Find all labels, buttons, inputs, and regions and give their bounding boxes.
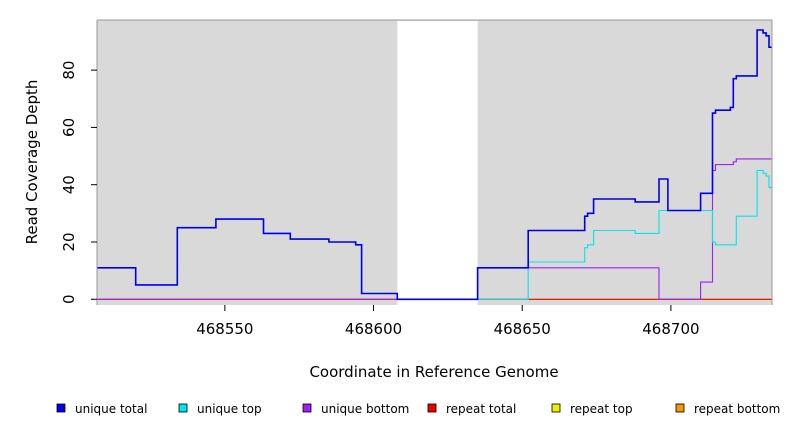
x-axis: 468550 468600 468650 468700 [196, 305, 700, 338]
x-tick-label: 468550 [196, 320, 253, 338]
y-tick-label: 20 [60, 232, 78, 251]
legend-swatch [675, 403, 685, 413]
legend-item-unique-total: unique total [56, 402, 147, 416]
y-tick-label: 60 [60, 118, 78, 137]
y-tick-label: 40 [60, 175, 78, 194]
legend-swatch [551, 403, 561, 413]
y-tick-label: 80 [60, 61, 78, 80]
legend-item-unique-top: unique top [178, 402, 262, 416]
series-layer [97, 29, 772, 301]
legend-swatch [56, 403, 66, 413]
x-axis-title: Coordinate in Reference Genome [309, 363, 558, 381]
y-axis: 0 20 40 60 80 [60, 61, 97, 304]
x-tick-label: 468700 [642, 320, 699, 338]
legend-label: unique top [197, 402, 262, 416]
legend: unique total unique top unique bottom repea… [56, 402, 780, 416]
legend-label: repeat top [570, 402, 633, 416]
legend-swatch [427, 403, 437, 413]
unshaded-region [397, 21, 478, 305]
y-axis-title: Read Coverage Depth [23, 80, 41, 245]
legend-label: repeat bottom [694, 402, 780, 416]
legend-item-repeat-top: repeat top [551, 402, 633, 416]
legend-label: repeat total [446, 402, 516, 416]
x-tick-label: 468600 [345, 320, 402, 338]
series-line-unique-total [97, 29, 772, 301]
x-tick-label: 468650 [494, 320, 551, 338]
plot-frame [96, 19, 773, 305]
legend-label: unique bottom [321, 402, 409, 416]
legend-label: unique total [75, 402, 147, 416]
plot-background [97, 20, 772, 305]
legend-swatch [178, 403, 188, 413]
y-tick-label: 0 [60, 294, 78, 304]
legend-swatch [302, 403, 312, 413]
legend-item-repeat-bottom: repeat bottom [675, 402, 780, 416]
legend-item-unique-bottom: unique bottom [302, 402, 409, 416]
legend-item-repeat-total: repeat total [427, 402, 516, 416]
